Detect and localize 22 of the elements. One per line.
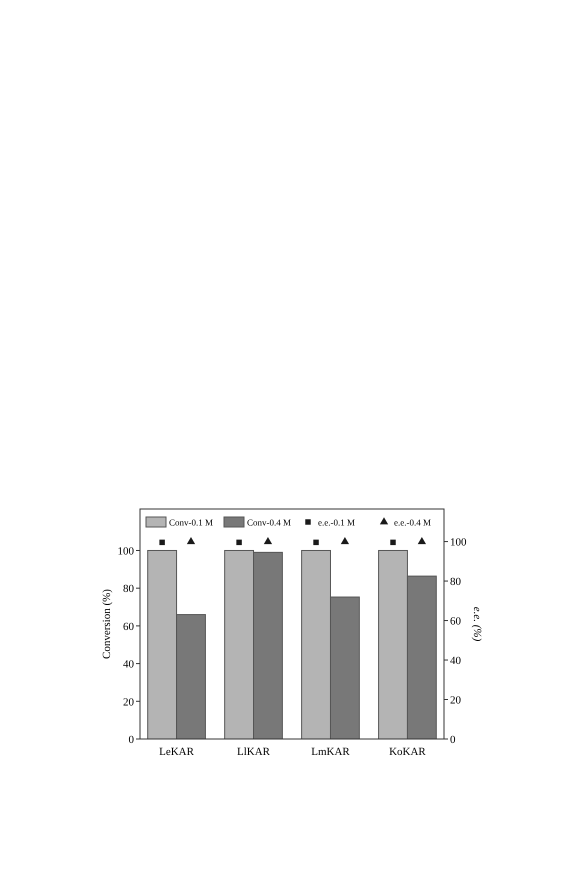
y-tick-label: 80 xyxy=(123,583,134,596)
y2-tick-label: 100 xyxy=(450,536,467,549)
y2-axis-title: e.e. (%) xyxy=(471,606,483,642)
y2-tick-label: 60 xyxy=(450,616,462,628)
y2-tick-label: 0 xyxy=(450,734,456,746)
legend-label: Conv-0.4 M xyxy=(247,518,292,528)
y-tick-label: 0 xyxy=(128,734,134,746)
y2-tick-label: 20 xyxy=(450,694,462,707)
y-axis-title: Conversion (%) xyxy=(101,588,113,659)
y-tick-label: 40 xyxy=(123,658,134,671)
y2-tick-label: 40 xyxy=(450,655,462,668)
x-tick-label: LeKAR xyxy=(159,746,195,758)
y2-tick-label: 80 xyxy=(450,576,462,588)
y-tick-label: 60 xyxy=(123,620,134,633)
y-tick-label: 100 xyxy=(118,545,134,558)
legend-label: Conv-0.1 M xyxy=(169,518,214,528)
x-tick-label: LmKAR xyxy=(311,746,350,758)
y-tick-label: 20 xyxy=(123,696,134,708)
legend-label: e.e.-0.1 M xyxy=(318,518,355,528)
x-tick-label: KoKAR xyxy=(389,746,426,758)
x-tick-label: LlKAR xyxy=(237,746,271,758)
legend-label: e.e.-0.4 M xyxy=(394,518,431,528)
